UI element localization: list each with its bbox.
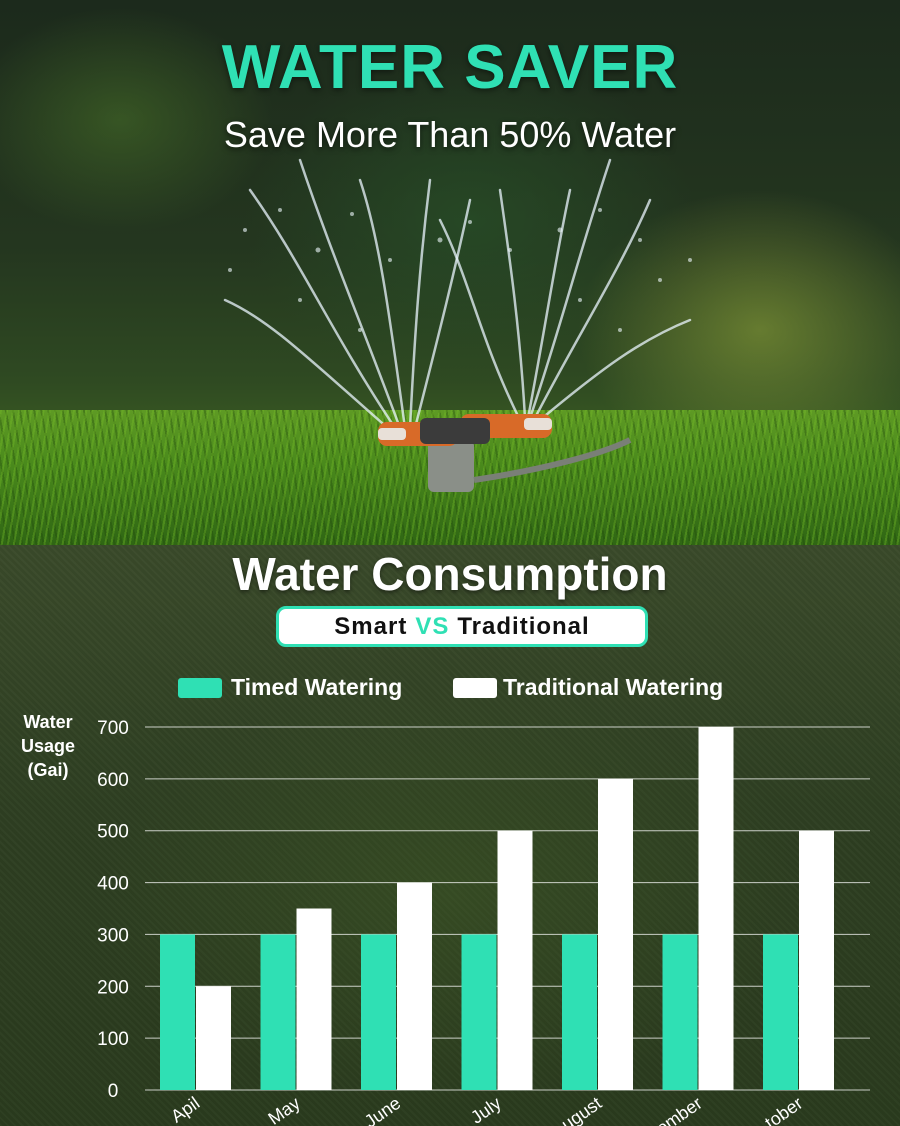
- x-tick-label: Apil: [167, 1093, 203, 1126]
- bar-traditional-watering: [397, 882, 432, 1090]
- bar-timed-watering: [160, 934, 195, 1090]
- y-tick-label: 200: [97, 977, 129, 998]
- y-tick-label: 100: [97, 1029, 129, 1050]
- bar-timed-watering: [662, 934, 698, 1090]
- legend-label-traditional: Traditional Watering: [503, 674, 724, 700]
- x-tick-label: May: [264, 1093, 303, 1126]
- bar-traditional-watering: [698, 727, 734, 1090]
- y-axis-label-line-2: Usage: [20, 736, 76, 756]
- y-tick-label: 0: [108, 1081, 119, 1102]
- chart-title: Water Consumption: [232, 548, 668, 600]
- bar-timed-watering: [562, 934, 597, 1090]
- x-tick-label: July: [467, 1093, 505, 1126]
- x-tick-label: tober: [761, 1093, 806, 1126]
- y-tick-label: 600: [97, 770, 129, 791]
- comparison-badge: Smart VS Traditional: [276, 606, 648, 647]
- water-droplets: [228, 208, 692, 332]
- y-axis-label-line-1: Water: [23, 712, 73, 732]
- hero-title: WATER SAVER: [221, 33, 679, 102]
- comparison-left: Smart: [334, 613, 408, 640]
- legend-swatch-timed: [178, 678, 222, 698]
- x-tick-label: June: [361, 1093, 404, 1126]
- y-tick-label: 700: [97, 718, 129, 739]
- y-axis-label-line-3: (Gai): [27, 760, 69, 780]
- hero-photo: WATER SAVER Save More Than 50% Water: [0, 0, 900, 545]
- x-tick-label: ugust: [558, 1093, 606, 1126]
- hero-subtitle: Save More Than 50% Water: [223, 114, 677, 155]
- bar-timed-watering: [763, 934, 798, 1090]
- chart-panel: Water Consumption Smart VS Traditional Tim…: [0, 545, 900, 1126]
- y-tick-label: 400: [97, 874, 129, 895]
- bar-timed-watering: [361, 934, 396, 1090]
- bar-traditional-watering: [196, 986, 231, 1090]
- sprinkler-head: [378, 414, 632, 492]
- sprinkler-image: [223, 158, 692, 492]
- y-tick-label: 300: [97, 925, 129, 946]
- legend-swatch-traditional: [453, 678, 497, 698]
- y-tick-label: 500: [97, 822, 129, 843]
- water-spray: [223, 158, 692, 432]
- bar-traditional-watering: [598, 778, 633, 1090]
- comparison-right: Traditional: [457, 613, 590, 640]
- legend-label-timed: Timed Watering: [231, 674, 403, 700]
- bar-traditional-watering: [296, 908, 332, 1090]
- bar-chart: 0 100 200 300 400 500 600 700 Apil May June July ugu…: [97, 718, 870, 1126]
- bar-traditional-watering: [799, 830, 834, 1090]
- bar-timed-watering: [461, 934, 497, 1090]
- bar-traditional-watering: [497, 830, 533, 1090]
- y-axis-label: Water Usage (Gai): [10, 710, 86, 782]
- comparison-vs: VS: [415, 613, 450, 640]
- x-tick-label: ember: [653, 1093, 706, 1126]
- bar-timed-watering: [260, 934, 296, 1090]
